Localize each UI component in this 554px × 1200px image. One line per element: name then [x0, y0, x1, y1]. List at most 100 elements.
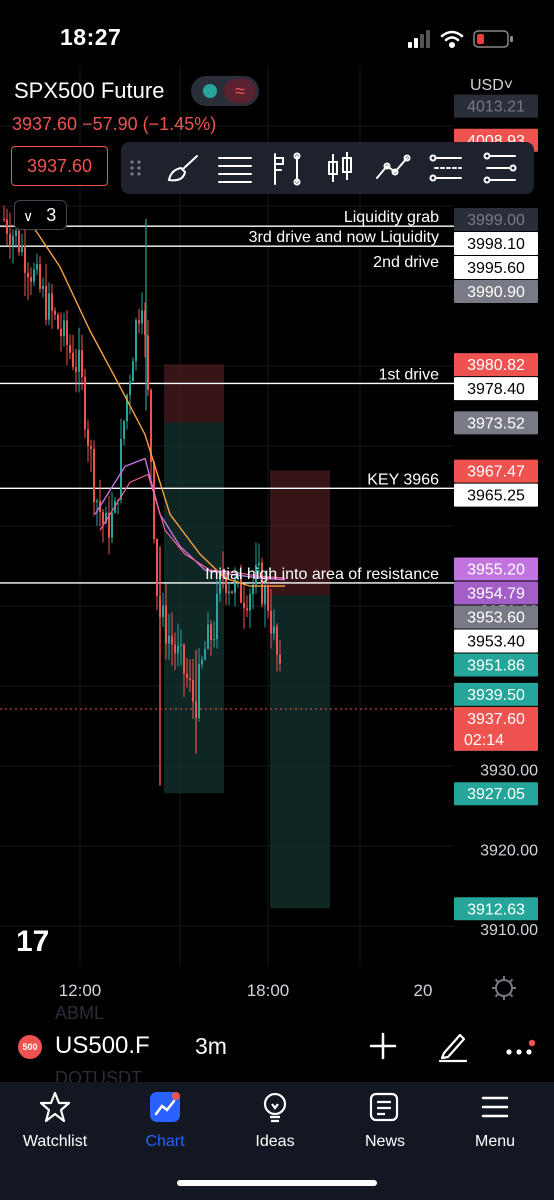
- candle-body: [225, 575, 227, 594]
- candle-body: [249, 594, 251, 611]
- axis-label-box: [454, 459, 538, 483]
- candle-body: [102, 512, 104, 524]
- candle-body: [207, 624, 209, 649]
- symbol-quote: 3937.60 −57.90 (−1.45%): [12, 114, 216, 135]
- pen-icon[interactable]: [436, 1029, 470, 1063]
- symbol-title[interactable]: SPX500 Future: [14, 78, 165, 103]
- candle-body: [12, 236, 14, 245]
- candle-body: [120, 438, 122, 500]
- ma-pink: [99, 473, 286, 579]
- prediction-icon[interactable]: [481, 150, 521, 186]
- settings-icon: [494, 978, 499, 983]
- tab-news[interactable]: News: [330, 1090, 440, 1151]
- candle-body: [69, 344, 71, 353]
- currency-label: USD: [470, 77, 504, 94]
- news-icon: [369, 1092, 399, 1122]
- candle-body: [273, 626, 275, 634]
- candle-body: [108, 512, 110, 538]
- axis-label-text: 3939.50: [467, 687, 525, 704]
- status-icons: [408, 30, 513, 49]
- candle-body: [78, 349, 80, 372]
- tab-menu[interactable]: Menu: [440, 1090, 550, 1151]
- tab-label: Watchlist: [22, 1133, 88, 1150]
- annotation-label: 3rd drive and now Liquidity: [249, 229, 439, 246]
- battery-icon: [473, 30, 513, 48]
- candle-body: [216, 593, 218, 640]
- lightbulb-icon: [263, 1092, 287, 1123]
- candles-icon[interactable]: [321, 150, 361, 186]
- axis-label-text: 3951.86: [467, 658, 525, 675]
- candle-body: [147, 335, 149, 390]
- tab-chart[interactable]: Chart: [110, 1090, 220, 1151]
- candle-body: [183, 644, 185, 674]
- candle-body: [165, 605, 167, 644]
- candle-body: [81, 349, 83, 377]
- candle-body: [279, 654, 281, 664]
- candle-body: [186, 673, 188, 679]
- axis-label-box: [454, 653, 538, 677]
- annotation-label: 2nd drive: [373, 254, 439, 271]
- candle-body: [30, 277, 32, 282]
- tab-label: Ideas: [255, 1133, 295, 1150]
- candle-body: [138, 320, 140, 324]
- axis-label-text: 3980.82: [467, 357, 525, 374]
- drag-handle-icon[interactable]: [125, 150, 147, 186]
- axis-label-box: [454, 483, 538, 507]
- tab-ideas[interactable]: Ideas: [220, 1090, 330, 1151]
- interval-select[interactable]: 3m: [195, 1033, 227, 1059]
- pattern-icon[interactable]: [427, 150, 467, 186]
- axis-label-text: 3990.90: [467, 284, 525, 301]
- indicators-collapse-chip[interactable]: ∨ 3: [14, 200, 67, 230]
- candle-body: [24, 245, 26, 273]
- axis-label-box: [454, 256, 538, 280]
- axis-label-text: 3998.10: [467, 236, 525, 253]
- brush-icon[interactable]: [163, 150, 203, 186]
- candle-body: [123, 421, 125, 439]
- candle-body: [240, 573, 242, 603]
- plus-icon[interactable]: [368, 1031, 398, 1061]
- countdown-text: 02:14: [464, 732, 504, 749]
- axis-label-box: [454, 232, 538, 256]
- currency-select[interactable]: USD˅: [470, 77, 513, 95]
- axis-label-box: [454, 280, 538, 304]
- candle-body: [255, 565, 257, 585]
- settings-icon: [495, 979, 513, 997]
- axis-label-text: 3912.63: [467, 901, 525, 918]
- price-tick: 3930.00: [480, 763, 538, 780]
- candle-body: [33, 269, 35, 282]
- axis-label-text: 3973.52: [467, 415, 525, 432]
- candle-body: [129, 381, 131, 396]
- annotation-label: Initial high into area of resistance: [205, 566, 439, 583]
- axis-label-text: 3955.20: [467, 562, 525, 579]
- chart-icon: [150, 1092, 180, 1122]
- trend-icon[interactable]: [373, 150, 413, 186]
- fib-icon[interactable]: [267, 150, 307, 186]
- sell-price-box[interactable]: 3937.60: [11, 146, 108, 186]
- candle-body: [36, 264, 38, 270]
- axis-label-text: 4013.21: [467, 99, 525, 116]
- axis-label-text: 3999.00: [467, 212, 525, 229]
- candle-body: [264, 585, 266, 605]
- candle-body: [111, 512, 113, 538]
- symbol-bar: [0, 1023, 554, 1081]
- symbol-search[interactable]: US500.F: [55, 1032, 150, 1059]
- candle-body: [54, 310, 56, 315]
- symbol-badge: 500: [18, 1035, 42, 1059]
- candle-body: [135, 320, 137, 362]
- candle-body: [63, 320, 65, 337]
- price-chart[interactable]: Liquidity grab 3rd drive and now Liquidit…: [0, 66, 554, 1023]
- more-icon[interactable]: [504, 1038, 536, 1058]
- candle-body: [231, 591, 233, 593]
- candle-body: [192, 679, 194, 702]
- time-tick: 18:00: [247, 981, 290, 1000]
- axis-label-box: [454, 94, 538, 118]
- star-icon: [39, 1091, 71, 1123]
- candle-body: [237, 573, 239, 579]
- lines-icon[interactable]: [215, 150, 255, 186]
- candle-body: [48, 293, 50, 320]
- candle-body: [204, 648, 206, 660]
- axis-label-box: [454, 782, 538, 806]
- chart-mode-toggle[interactable]: ≈: [191, 76, 259, 106]
- tab-watchlist[interactable]: Watchlist: [0, 1090, 110, 1151]
- candle-body: [75, 367, 77, 372]
